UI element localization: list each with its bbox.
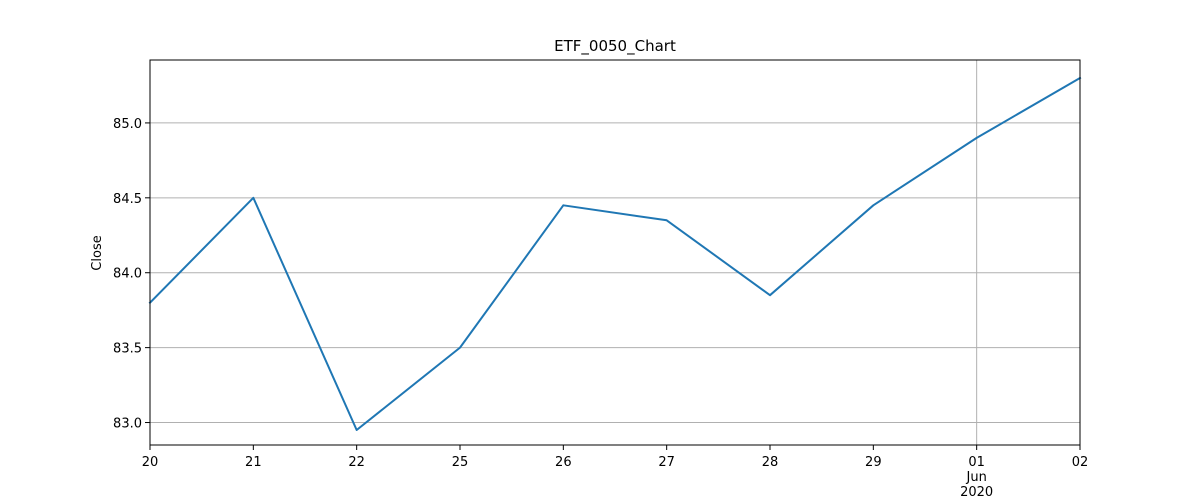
y-tick-label: 83.0 (113, 417, 142, 432)
x-tick-label: 01 (968, 455, 985, 470)
x-tick-label: 29 (865, 455, 882, 470)
x-month-label: Jun (966, 470, 987, 485)
x-tick-label: 02 (1072, 455, 1089, 470)
x-tick-label: 22 (348, 455, 365, 470)
axes-layer (149, 59, 1081, 446)
x-tick-label: 21 (245, 455, 262, 470)
y-axis-label: Close (90, 235, 105, 270)
x-tick-label: 26 (555, 455, 572, 470)
ticks-layer: 83.0 83.5 84.0 84.5 85.0 20 21 22 25 26 27 28 29 01 02… (113, 117, 1088, 500)
x-year-label: 2020 (960, 485, 993, 500)
chart-title: ETF_0050_Chart (554, 37, 676, 56)
x-tick-label: 20 (142, 455, 159, 470)
y-tick-label: 84.5 (113, 192, 142, 207)
plot-frame (149, 59, 1081, 446)
series-layer (148, 76, 1082, 432)
grid-layer (150, 60, 1080, 445)
x-tick-label: 25 (452, 455, 469, 470)
x-tick-label: 28 (762, 455, 779, 470)
series-line (148, 76, 1082, 432)
x-tick-label: 27 (658, 455, 675, 470)
y-tick-label: 85.0 (113, 117, 142, 132)
y-tick-label: 83.5 (113, 342, 142, 357)
y-tick-label: 84.0 (113, 267, 142, 282)
